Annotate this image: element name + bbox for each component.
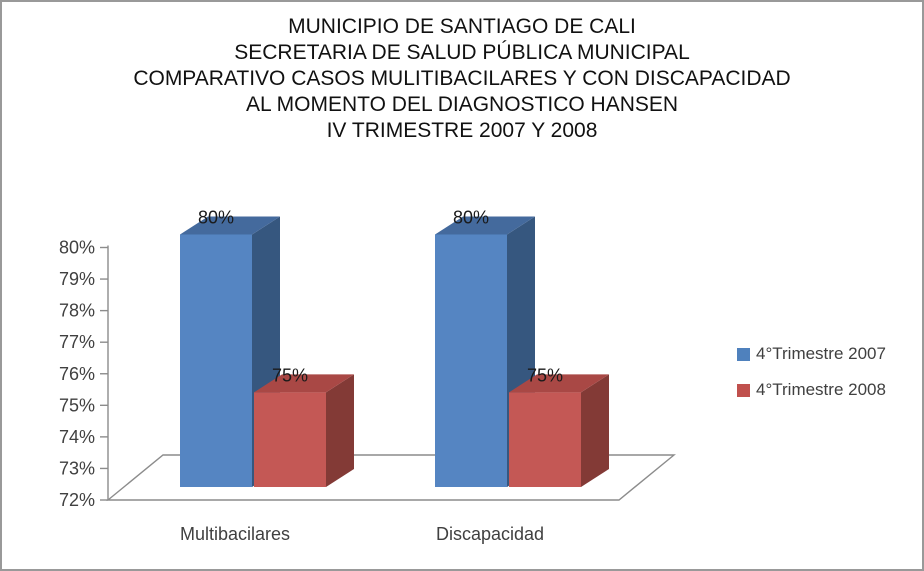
- legend: 4°Trimestre 2007 4°Trimestre 2008: [737, 344, 886, 399]
- y-axis-tick-label: 74%: [59, 427, 95, 447]
- bar-front-face: [435, 234, 507, 487]
- legend-label-2008: 4°Trimestre 2008: [756, 380, 886, 399]
- y-axis: 72% 73% 74% 75% 76% 77% 78% 79% 80%: [59, 238, 109, 510]
- legend-swatch-2008-icon: [737, 383, 750, 397]
- bar-front-face: [254, 392, 326, 487]
- title-line-4: AL MOMENTO DEL DIAGNOSTICO HANSEN: [245, 93, 679, 116]
- bar-top-face: [180, 216, 280, 235]
- y-axis-tick-label: 77%: [59, 332, 95, 352]
- bar-top-face: [254, 374, 354, 393]
- y-axis-tick-label: 72%: [59, 490, 95, 510]
- bar-data-label: 75%: [272, 365, 308, 385]
- y-axis-tick-label: 75%: [59, 395, 95, 415]
- y-axis-tick-label: 80%: [59, 238, 95, 258]
- y-axis-tick-label: 73%: [59, 458, 95, 478]
- x-axis-category-label: Multibacilares: [180, 524, 290, 544]
- title-line-5: IV TRIMESTRE 2007 Y 2008: [326, 119, 598, 142]
- bar-top-face: [509, 374, 609, 393]
- bar-multibacilares-2008: 75%: [254, 365, 354, 487]
- title-line-2: SECRETARIA DE SALUD PÚBLICA MUNICIPAL: [234, 41, 690, 64]
- legend-label-2007: 4°Trimestre 2007: [756, 344, 886, 363]
- bar-data-label: 80%: [453, 208, 489, 228]
- bar-front-face: [509, 392, 581, 487]
- y-axis-tick-label: 79%: [59, 269, 95, 289]
- bar-top-face: [435, 216, 535, 235]
- bar-discapacidad-2008: 75%: [509, 365, 609, 487]
- title-line-1: MUNICIPIO DE SANTIAGO DE CALI: [288, 15, 636, 38]
- chart-title: MUNICIPIO DE SANTIAGO DE CALI SECRETARIA…: [2, 14, 922, 144]
- bar-data-label: 80%: [198, 208, 234, 228]
- y-axis-tick-label: 76%: [59, 364, 95, 384]
- bar-side-face: [326, 374, 354, 487]
- bar-side-face: [581, 374, 609, 487]
- bar-front-face: [180, 234, 252, 487]
- y-axis-tick-label: 78%: [59, 301, 95, 321]
- x-axis-category-label: Discapacidad: [436, 524, 544, 544]
- chart-floor: [106, 454, 676, 501]
- title-line-3: COMPARATIVO CASOS MULITIBACILARES Y CON …: [133, 67, 791, 90]
- legend-item-2007: 4°Trimestre 2007: [737, 344, 886, 363]
- legend-swatch-2007-icon: [737, 347, 750, 361]
- legend-item-2008: 4°Trimestre 2008: [737, 380, 886, 399]
- bar-data-label: 75%: [527, 365, 563, 385]
